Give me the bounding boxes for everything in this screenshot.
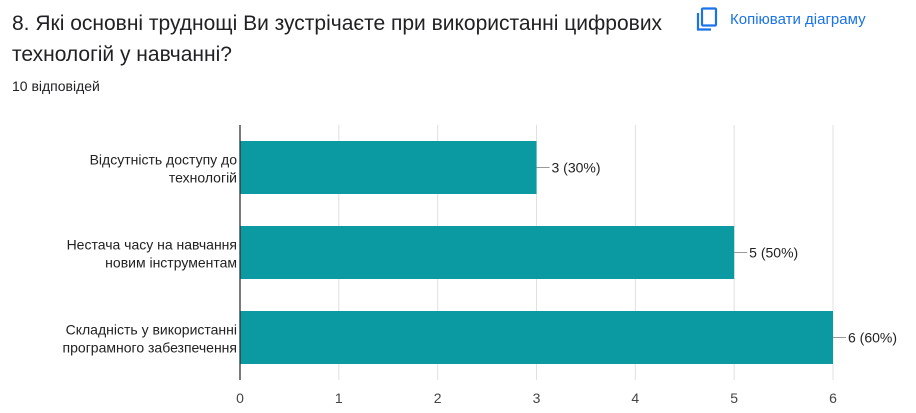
data-label: 3 (30%) [552, 160, 601, 176]
x-tick-label: 6 [829, 390, 837, 406]
copy-icon [696, 7, 718, 31]
x-tick-label: 0 [236, 390, 244, 406]
category-label: Нестача часу на навчання новим інструмент… [67, 237, 237, 271]
x-tick-label: 1 [335, 390, 343, 406]
bar [240, 226, 735, 279]
copy-chart-label: Копіювати діаграму [730, 10, 866, 28]
x-tick-label: 4 [631, 390, 639, 406]
data-label: 6 (60%) [848, 330, 897, 346]
copy-chart-button[interactable]: Копіювати діаграму [696, 6, 866, 32]
category-label: Відсутність доступу до технологій [90, 152, 238, 186]
category-label: Складність у використанні програмного заб… [63, 322, 237, 356]
x-tick-label: 5 [730, 390, 738, 406]
x-tick-label: 3 [533, 390, 541, 406]
data-label: 5 (50%) [749, 245, 798, 261]
bar [240, 311, 833, 364]
question-title: 8. Які основні труднощі Ви зустрічаєте п… [12, 12, 663, 66]
response-count: 10 відповідей [12, 78, 100, 94]
bar [240, 141, 537, 194]
x-tick-label: 2 [434, 390, 442, 406]
